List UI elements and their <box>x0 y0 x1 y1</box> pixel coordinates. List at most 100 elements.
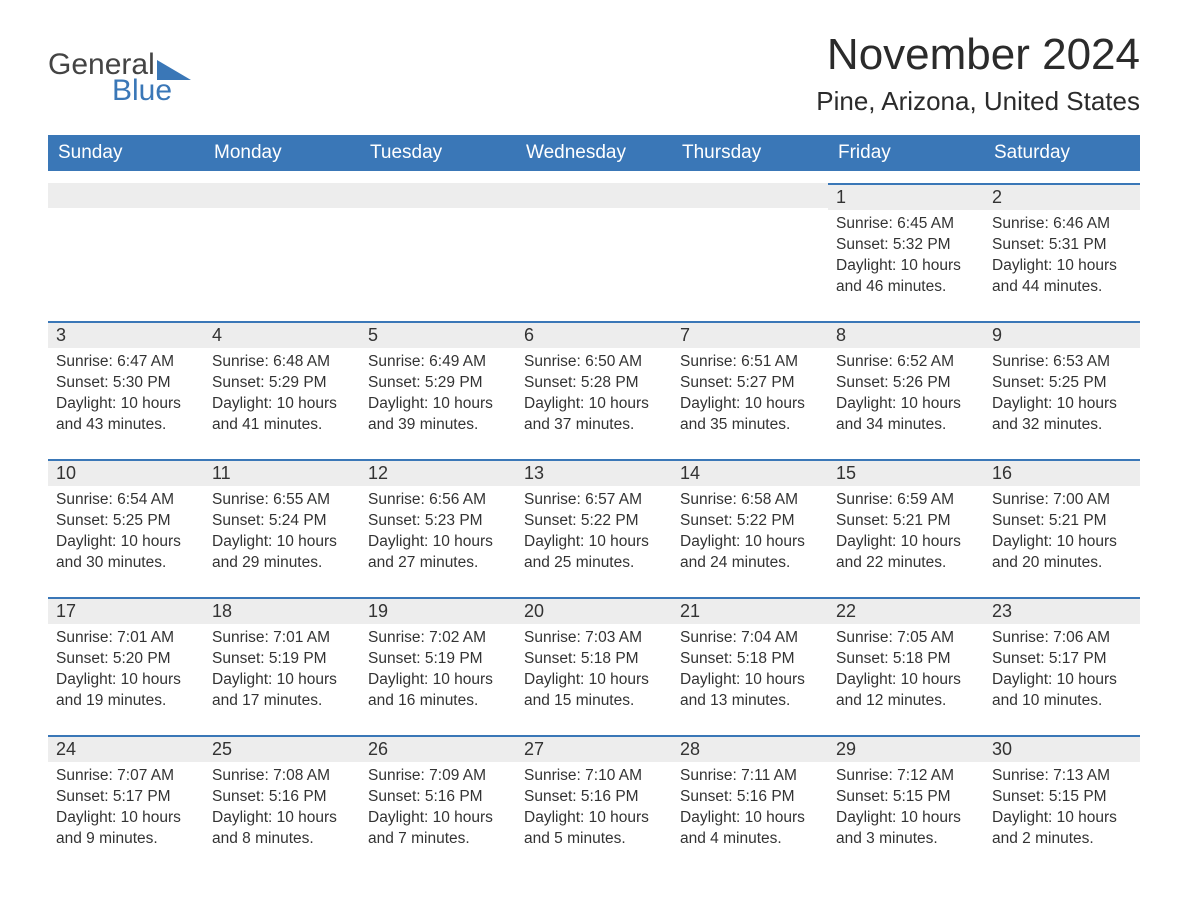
day-cell: 4Sunrise: 6:48 AMSunset: 5:29 PMDaylight… <box>204 321 360 447</box>
day-header-monday: Monday <box>204 135 360 171</box>
day-number: 30 <box>984 737 1140 762</box>
daylight-text: Daylight: 10 hours and 41 minutes. <box>212 394 352 436</box>
day-number: 13 <box>516 461 672 486</box>
sunrise-text: Sunrise: 6:45 AM <box>836 214 976 235</box>
day-number: 12 <box>360 461 516 486</box>
daylight-text: Daylight: 10 hours and 10 minutes. <box>992 670 1132 712</box>
day-body: Sunrise: 6:52 AMSunset: 5:26 PMDaylight:… <box>828 348 984 436</box>
daylight-text: Daylight: 10 hours and 3 minutes. <box>836 808 976 850</box>
sunrise-text: Sunrise: 7:04 AM <box>680 628 820 649</box>
sunrise-text: Sunrise: 7:10 AM <box>524 766 664 787</box>
sunrise-text: Sunrise: 7:01 AM <box>212 628 352 649</box>
daylight-text: Daylight: 10 hours and 37 minutes. <box>524 394 664 436</box>
month-title: November 2024 <box>816 30 1140 80</box>
daylight-text: Daylight: 10 hours and 16 minutes. <box>368 670 508 712</box>
day-number: 6 <box>516 323 672 348</box>
day-body: Sunrise: 7:07 AMSunset: 5:17 PMDaylight:… <box>48 762 204 850</box>
day-body: Sunrise: 7:10 AMSunset: 5:16 PMDaylight:… <box>516 762 672 850</box>
day-number: 27 <box>516 737 672 762</box>
day-cell: 24Sunrise: 7:07 AMSunset: 5:17 PMDayligh… <box>48 735 204 861</box>
daylight-text: Daylight: 10 hours and 4 minutes. <box>680 808 820 850</box>
daylight-text: Daylight: 10 hours and 22 minutes. <box>836 532 976 574</box>
sunset-text: Sunset: 5:27 PM <box>680 373 820 394</box>
day-number: 1 <box>828 185 984 210</box>
day-cell-blank <box>360 183 516 309</box>
daylight-text: Daylight: 10 hours and 13 minutes. <box>680 670 820 712</box>
daylight-text: Daylight: 10 hours and 19 minutes. <box>56 670 196 712</box>
sunset-text: Sunset: 5:29 PM <box>368 373 508 394</box>
week-row: 17Sunrise: 7:01 AMSunset: 5:20 PMDayligh… <box>48 597 1140 723</box>
sunrise-text: Sunrise: 6:46 AM <box>992 214 1132 235</box>
sunrise-text: Sunrise: 6:49 AM <box>368 352 508 373</box>
sunrise-text: Sunrise: 6:47 AM <box>56 352 196 373</box>
day-body: Sunrise: 6:51 AMSunset: 5:27 PMDaylight:… <box>672 348 828 436</box>
sunset-text: Sunset: 5:28 PM <box>524 373 664 394</box>
day-body: Sunrise: 6:47 AMSunset: 5:30 PMDaylight:… <box>48 348 204 436</box>
sunset-text: Sunset: 5:19 PM <box>368 649 508 670</box>
sunset-text: Sunset: 5:17 PM <box>992 649 1132 670</box>
daylight-text: Daylight: 10 hours and 46 minutes. <box>836 256 976 298</box>
sunset-text: Sunset: 5:25 PM <box>56 511 196 532</box>
day-cell: 9Sunrise: 6:53 AMSunset: 5:25 PMDaylight… <box>984 321 1140 447</box>
day-number: 11 <box>204 461 360 486</box>
day-cell: 16Sunrise: 7:00 AMSunset: 5:21 PMDayligh… <box>984 459 1140 585</box>
day-header-saturday: Saturday <box>984 135 1140 171</box>
day-body: Sunrise: 7:05 AMSunset: 5:18 PMDaylight:… <box>828 624 984 712</box>
daylight-text: Daylight: 10 hours and 20 minutes. <box>992 532 1132 574</box>
sunset-text: Sunset: 5:21 PM <box>836 511 976 532</box>
day-number: 19 <box>360 599 516 624</box>
day-cell: 8Sunrise: 6:52 AMSunset: 5:26 PMDaylight… <box>828 321 984 447</box>
day-number: 28 <box>672 737 828 762</box>
day-cell: 14Sunrise: 6:58 AMSunset: 5:22 PMDayligh… <box>672 459 828 585</box>
daylight-text: Daylight: 10 hours and 43 minutes. <box>56 394 196 436</box>
sunrise-text: Sunrise: 6:56 AM <box>368 490 508 511</box>
day-body: Sunrise: 6:58 AMSunset: 5:22 PMDaylight:… <box>672 486 828 574</box>
daylight-text: Daylight: 10 hours and 27 minutes. <box>368 532 508 574</box>
day-cell: 15Sunrise: 6:59 AMSunset: 5:21 PMDayligh… <box>828 459 984 585</box>
sunrise-text: Sunrise: 7:07 AM <box>56 766 196 787</box>
sunset-text: Sunset: 5:15 PM <box>992 787 1132 808</box>
daylight-text: Daylight: 10 hours and 39 minutes. <box>368 394 508 436</box>
day-body: Sunrise: 6:59 AMSunset: 5:21 PMDaylight:… <box>828 486 984 574</box>
day-number <box>204 183 360 208</box>
daylight-text: Daylight: 10 hours and 15 minutes. <box>524 670 664 712</box>
day-header-thursday: Thursday <box>672 135 828 171</box>
day-header-tuesday: Tuesday <box>360 135 516 171</box>
day-header-row: Sunday Monday Tuesday Wednesday Thursday… <box>48 135 1140 171</box>
daylight-text: Daylight: 10 hours and 35 minutes. <box>680 394 820 436</box>
day-number: 10 <box>48 461 204 486</box>
daylight-text: Daylight: 10 hours and 17 minutes. <box>212 670 352 712</box>
sunset-text: Sunset: 5:23 PM <box>368 511 508 532</box>
sunset-text: Sunset: 5:19 PM <box>212 649 352 670</box>
day-cell: 13Sunrise: 6:57 AMSunset: 5:22 PMDayligh… <box>516 459 672 585</box>
sunrise-text: Sunrise: 7:11 AM <box>680 766 820 787</box>
sunset-text: Sunset: 5:17 PM <box>56 787 196 808</box>
day-body: Sunrise: 7:12 AMSunset: 5:15 PMDaylight:… <box>828 762 984 850</box>
day-number: 3 <box>48 323 204 348</box>
day-body: Sunrise: 6:50 AMSunset: 5:28 PMDaylight:… <box>516 348 672 436</box>
day-cell: 1Sunrise: 6:45 AMSunset: 5:32 PMDaylight… <box>828 183 984 309</box>
day-cell: 7Sunrise: 6:51 AMSunset: 5:27 PMDaylight… <box>672 321 828 447</box>
sunrise-text: Sunrise: 6:54 AM <box>56 490 196 511</box>
day-cell-blank <box>672 183 828 309</box>
daylight-text: Daylight: 10 hours and 2 minutes. <box>992 808 1132 850</box>
day-number: 7 <box>672 323 828 348</box>
day-cell: 25Sunrise: 7:08 AMSunset: 5:16 PMDayligh… <box>204 735 360 861</box>
sunrise-text: Sunrise: 7:00 AM <box>992 490 1132 511</box>
day-body: Sunrise: 6:48 AMSunset: 5:29 PMDaylight:… <box>204 348 360 436</box>
day-number: 16 <box>984 461 1140 486</box>
day-cell: 26Sunrise: 7:09 AMSunset: 5:16 PMDayligh… <box>360 735 516 861</box>
sunset-text: Sunset: 5:16 PM <box>680 787 820 808</box>
daylight-text: Daylight: 10 hours and 30 minutes. <box>56 532 196 574</box>
logo: General Blue <box>48 30 191 106</box>
daylight-text: Daylight: 10 hours and 12 minutes. <box>836 670 976 712</box>
sunset-text: Sunset: 5:29 PM <box>212 373 352 394</box>
day-cell-blank <box>48 183 204 309</box>
day-number <box>516 183 672 208</box>
day-body: Sunrise: 6:56 AMSunset: 5:23 PMDaylight:… <box>360 486 516 574</box>
daylight-text: Daylight: 10 hours and 34 minutes. <box>836 394 976 436</box>
sunrise-text: Sunrise: 6:57 AM <box>524 490 664 511</box>
day-number: 21 <box>672 599 828 624</box>
day-number: 26 <box>360 737 516 762</box>
sunrise-text: Sunrise: 6:52 AM <box>836 352 976 373</box>
